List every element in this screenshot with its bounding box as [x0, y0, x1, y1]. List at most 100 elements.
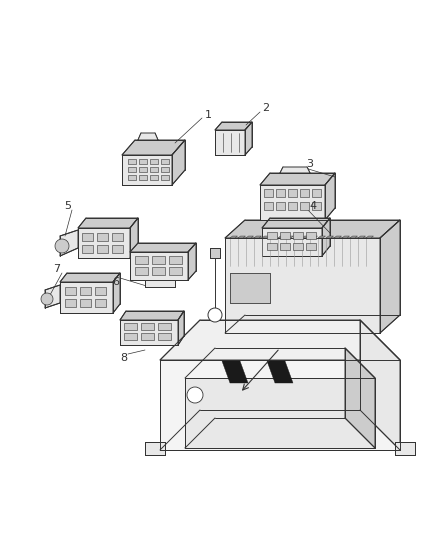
Bar: [128, 167, 136, 172]
Circle shape: [187, 387, 203, 403]
Polygon shape: [260, 185, 325, 220]
Polygon shape: [278, 236, 286, 238]
Polygon shape: [380, 220, 400, 333]
Bar: [161, 159, 169, 164]
Polygon shape: [254, 236, 261, 238]
Circle shape: [55, 239, 69, 253]
Polygon shape: [215, 130, 245, 155]
Bar: [158, 323, 171, 330]
Polygon shape: [130, 252, 188, 280]
Polygon shape: [318, 236, 325, 238]
Bar: [152, 267, 165, 275]
Polygon shape: [267, 361, 293, 383]
Bar: [280, 243, 290, 250]
Polygon shape: [60, 282, 113, 313]
Bar: [139, 175, 147, 180]
Polygon shape: [130, 218, 138, 258]
Bar: [150, 175, 158, 180]
Bar: [124, 333, 137, 340]
Bar: [161, 175, 169, 180]
Polygon shape: [120, 320, 178, 345]
Polygon shape: [145, 280, 175, 287]
Text: 1: 1: [205, 110, 212, 120]
Bar: [65, 299, 76, 307]
Bar: [112, 233, 123, 241]
Polygon shape: [262, 228, 322, 256]
Text: 3: 3: [307, 159, 314, 169]
Polygon shape: [260, 173, 335, 185]
Bar: [135, 267, 148, 275]
Polygon shape: [334, 236, 342, 238]
Polygon shape: [310, 236, 318, 238]
Polygon shape: [238, 236, 246, 238]
Polygon shape: [188, 243, 196, 280]
Polygon shape: [122, 155, 172, 185]
Polygon shape: [130, 243, 196, 252]
Bar: [150, 167, 158, 172]
Text: 5: 5: [64, 201, 71, 211]
Circle shape: [41, 293, 53, 305]
Polygon shape: [245, 122, 252, 155]
Bar: [152, 256, 165, 264]
Text: 2: 2: [262, 103, 269, 113]
Polygon shape: [160, 360, 400, 450]
Bar: [300, 189, 309, 197]
Polygon shape: [215, 122, 252, 130]
Polygon shape: [225, 220, 400, 238]
Bar: [288, 189, 297, 197]
Text: 7: 7: [53, 264, 60, 274]
Polygon shape: [326, 236, 333, 238]
Polygon shape: [45, 285, 60, 308]
Bar: [95, 287, 106, 295]
Polygon shape: [160, 320, 400, 360]
Text: 4: 4: [309, 201, 317, 211]
Polygon shape: [345, 348, 375, 448]
Polygon shape: [286, 236, 293, 238]
Bar: [80, 287, 91, 295]
Bar: [82, 245, 93, 253]
Polygon shape: [78, 228, 130, 258]
Polygon shape: [262, 236, 269, 238]
Bar: [80, 299, 91, 307]
Polygon shape: [342, 236, 350, 238]
Polygon shape: [122, 140, 185, 155]
Polygon shape: [302, 236, 310, 238]
Bar: [312, 189, 321, 197]
Polygon shape: [185, 378, 375, 448]
Bar: [169, 267, 182, 275]
Bar: [288, 202, 297, 210]
Bar: [97, 233, 108, 241]
Polygon shape: [78, 218, 138, 228]
Polygon shape: [395, 442, 415, 455]
Bar: [267, 243, 277, 250]
Polygon shape: [322, 218, 330, 256]
Polygon shape: [225, 238, 380, 333]
Polygon shape: [138, 133, 158, 140]
Circle shape: [208, 308, 222, 322]
Bar: [276, 189, 285, 197]
Bar: [139, 167, 147, 172]
Bar: [264, 202, 273, 210]
Bar: [97, 245, 108, 253]
Polygon shape: [294, 236, 301, 238]
Polygon shape: [120, 311, 184, 320]
Bar: [264, 189, 273, 197]
Polygon shape: [230, 273, 270, 303]
Polygon shape: [172, 140, 185, 185]
Bar: [312, 202, 321, 210]
Bar: [300, 202, 309, 210]
Polygon shape: [246, 236, 254, 238]
Bar: [306, 232, 316, 239]
Bar: [95, 299, 106, 307]
Polygon shape: [60, 230, 78, 256]
Polygon shape: [230, 236, 237, 238]
Polygon shape: [113, 273, 120, 313]
Bar: [141, 333, 154, 340]
Polygon shape: [350, 236, 357, 238]
Bar: [128, 175, 136, 180]
Polygon shape: [210, 248, 220, 258]
Bar: [293, 243, 303, 250]
Bar: [141, 323, 154, 330]
Bar: [65, 287, 76, 295]
Text: 8: 8: [120, 353, 127, 363]
